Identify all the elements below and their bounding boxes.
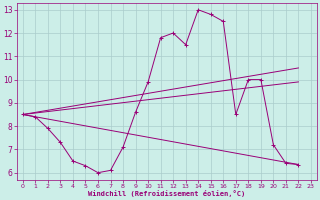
- X-axis label: Windchill (Refroidissement éolien,°C): Windchill (Refroidissement éolien,°C): [88, 190, 245, 197]
